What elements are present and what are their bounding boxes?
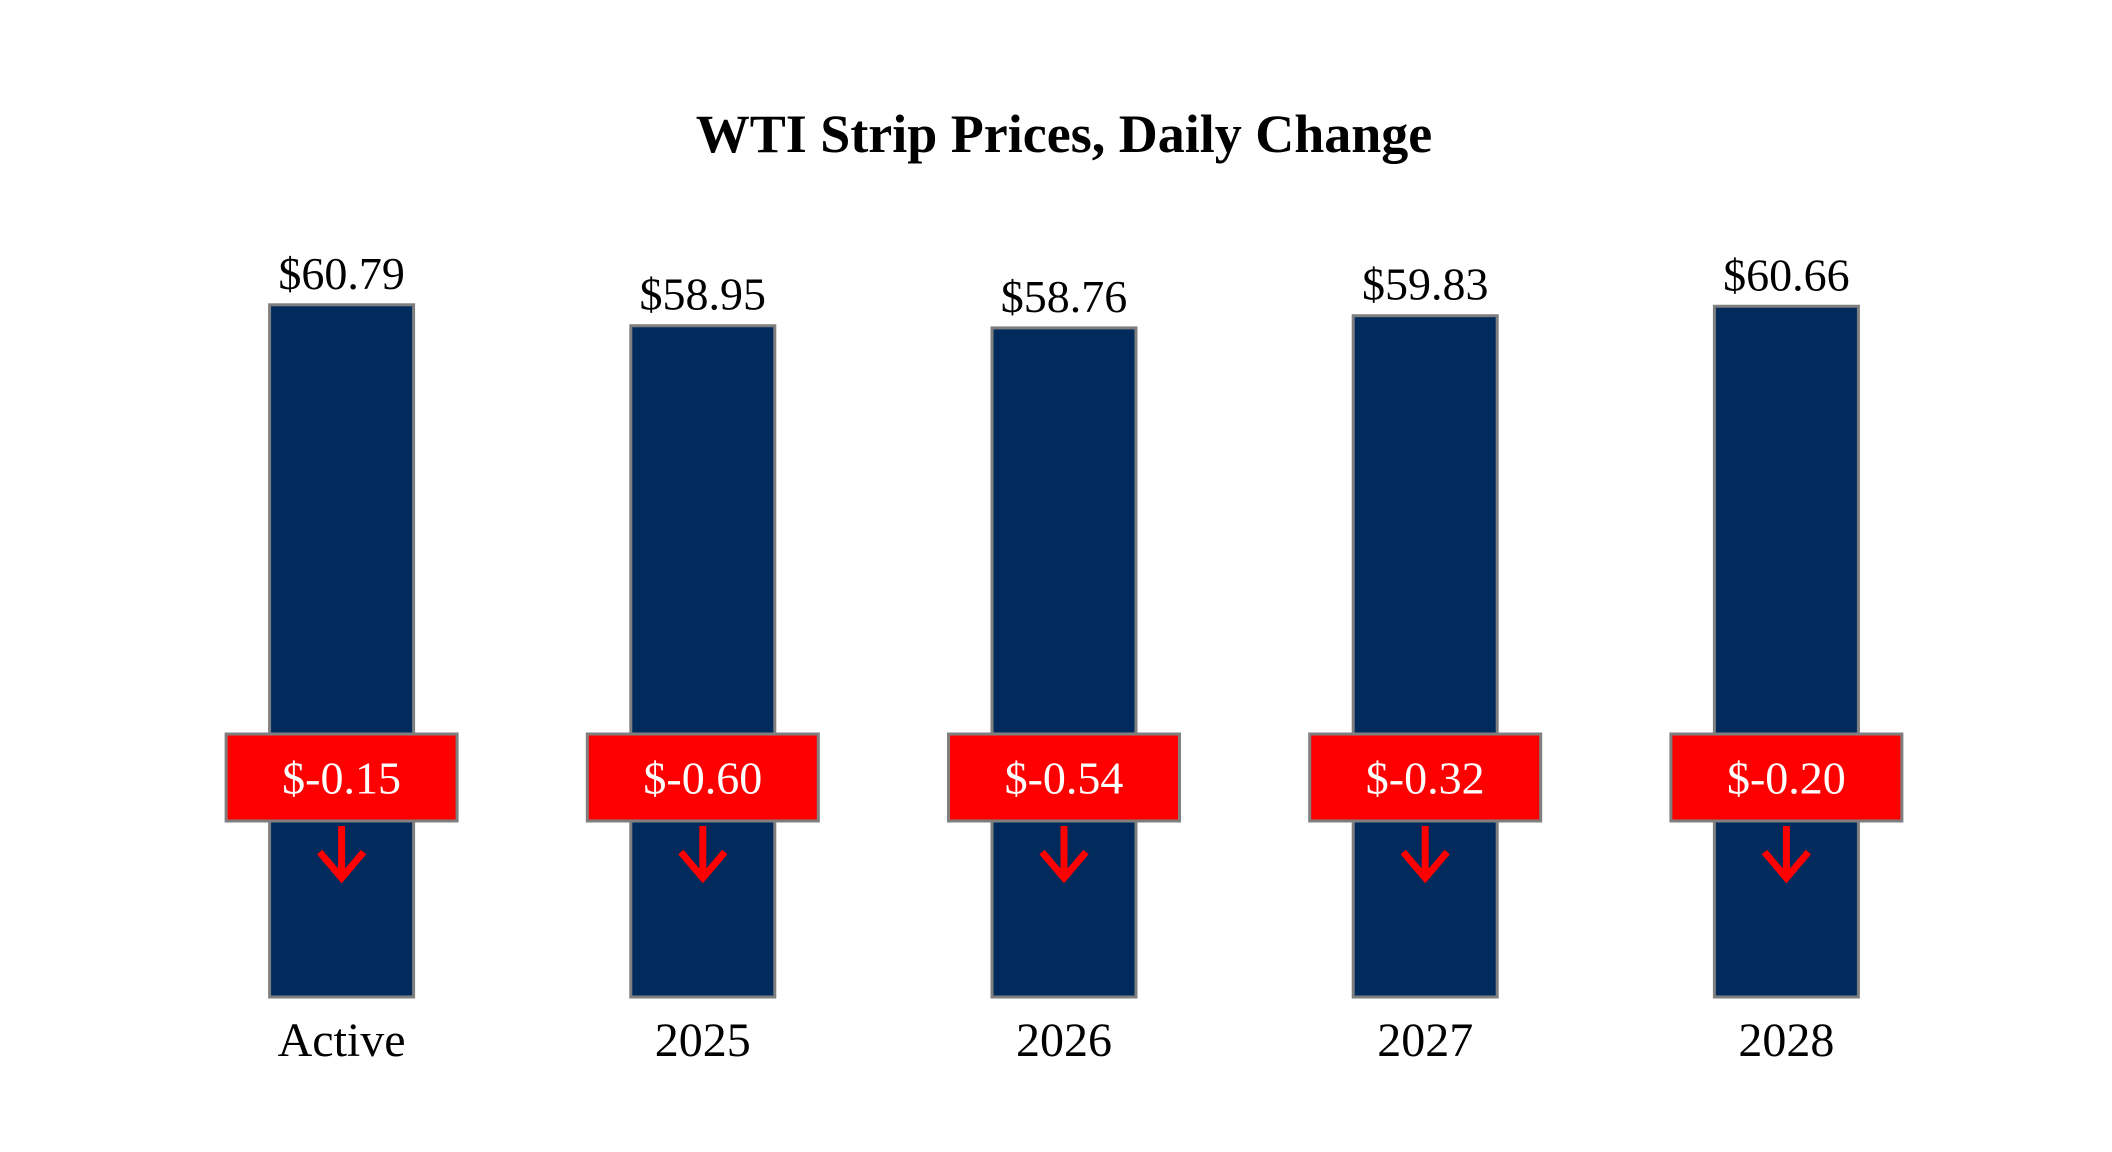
- change-arrow: [1761, 826, 1812, 884]
- value-label: $60.66: [1723, 249, 1850, 300]
- change-label: $-0.32: [1366, 753, 1485, 804]
- bar: [990, 326, 1138, 999]
- change-box: [947, 732, 1181, 823]
- change-box: [1669, 732, 1904, 823]
- change-box: [224, 732, 459, 823]
- change-label: $-0.60: [643, 753, 762, 804]
- value-label: $58.76: [1001, 271, 1128, 322]
- bar: [1351, 314, 1499, 999]
- change-box: [585, 732, 820, 823]
- value-label: $59.83: [1362, 259, 1489, 310]
- x-tick-label: Active: [278, 1014, 406, 1067]
- bar: [268, 303, 416, 999]
- change-arrow: [1400, 826, 1450, 884]
- chart-title: WTI Strip Prices, Daily Change: [696, 104, 1433, 164]
- bar: [1712, 304, 1860, 999]
- value-label: $60.79: [278, 248, 405, 299]
- change-box: [1308, 732, 1543, 823]
- change-label: $-0.20: [1727, 753, 1846, 804]
- x-tick-label: 2025: [655, 1014, 751, 1067]
- change-label: $-0.54: [1005, 753, 1124, 804]
- change-arrow: [316, 826, 367, 884]
- change-arrow: [1039, 826, 1089, 884]
- change-label: $-0.15: [282, 753, 401, 804]
- x-tick-label: 2027: [1377, 1014, 1473, 1067]
- value-label: $58.95: [640, 269, 767, 320]
- change-arrow: [678, 826, 728, 884]
- bar: [629, 324, 777, 999]
- x-tick-label: 2026: [1016, 1014, 1112, 1067]
- x-tick-label: 2028: [1738, 1014, 1834, 1067]
